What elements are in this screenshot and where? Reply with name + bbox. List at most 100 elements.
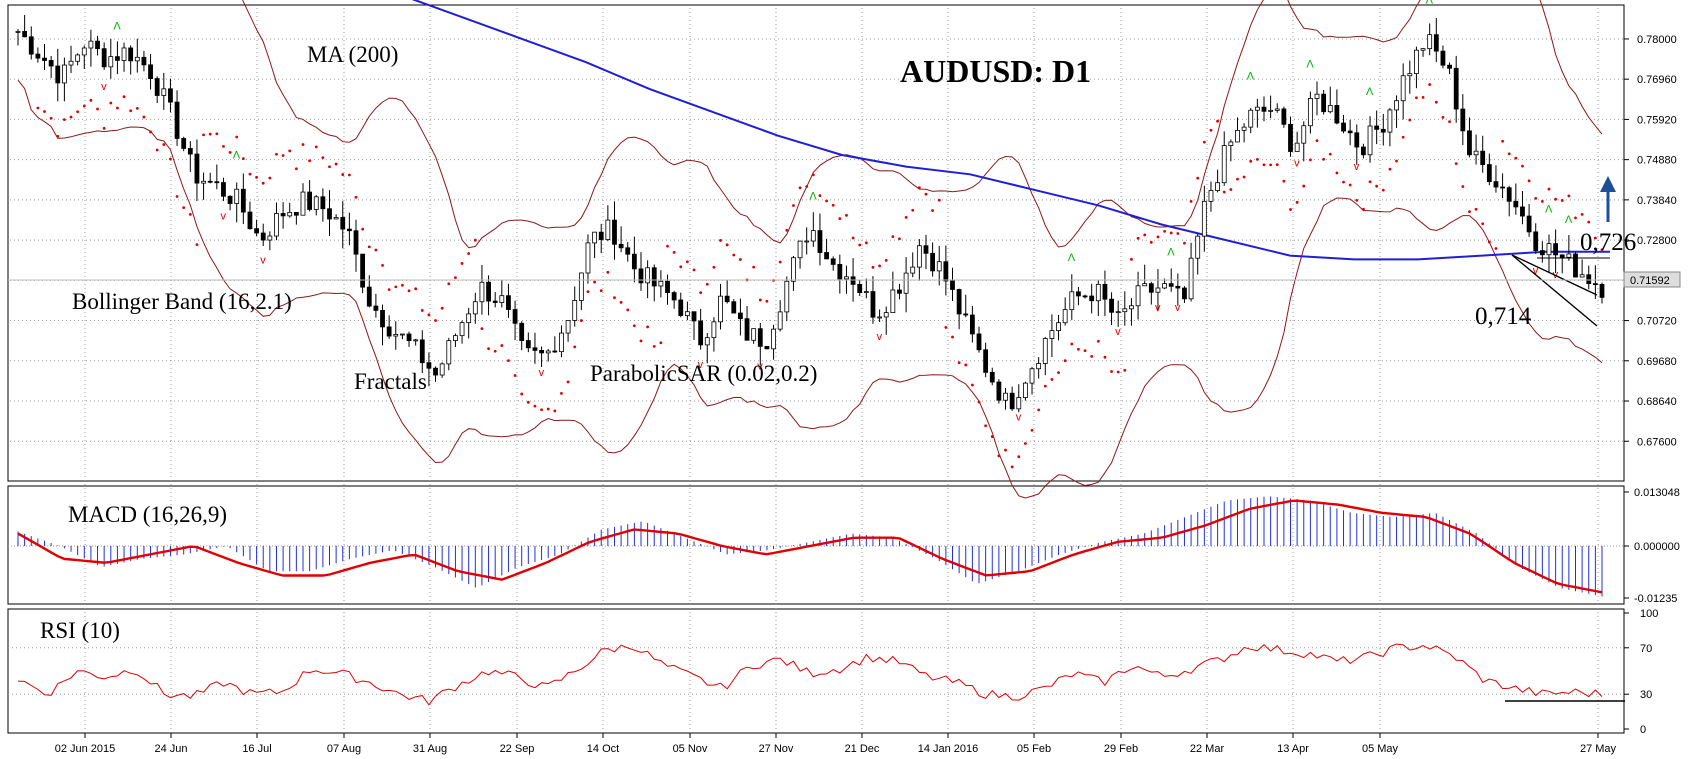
candle-body bbox=[393, 334, 399, 337]
candle-body bbox=[1380, 128, 1386, 133]
sar-dot bbox=[116, 106, 119, 110]
sar-dot bbox=[1302, 184, 1306, 188]
sar-dot bbox=[957, 361, 961, 365]
sar-dot bbox=[970, 383, 974, 387]
candle-body bbox=[691, 311, 697, 322]
sar-dot bbox=[1328, 152, 1332, 156]
candle-body bbox=[545, 350, 551, 354]
candle-body bbox=[194, 153, 200, 184]
sar-dot bbox=[619, 300, 623, 304]
rsi-label: RSI (10) bbox=[40, 618, 120, 643]
date-tick-label: 29 Feb bbox=[1104, 743, 1138, 755]
sar-dot bbox=[122, 95, 126, 99]
sar-dot bbox=[1315, 139, 1319, 142]
fractal-down: v bbox=[101, 81, 107, 93]
candle-body bbox=[1254, 106, 1260, 111]
rsi-tick-label: 0 bbox=[1640, 724, 1646, 736]
candle-body bbox=[380, 309, 385, 328]
sar-dot bbox=[175, 195, 179, 198]
sar-dot bbox=[381, 264, 384, 267]
sar-dot bbox=[361, 227, 365, 231]
sar-dot bbox=[1574, 216, 1577, 220]
candle-body bbox=[499, 295, 505, 303]
sar-dot bbox=[414, 287, 418, 291]
candle-body bbox=[1221, 145, 1227, 184]
sar-dot bbox=[758, 298, 762, 302]
candle-body bbox=[631, 253, 637, 270]
candle-body bbox=[1069, 291, 1075, 311]
rsi-tick-label: 100 bbox=[1640, 608, 1658, 620]
sar-dot bbox=[984, 424, 988, 428]
candle-body bbox=[817, 230, 823, 253]
sar-dot bbox=[1030, 428, 1034, 432]
sar-dot bbox=[467, 252, 471, 255]
sar-dot bbox=[1434, 100, 1438, 104]
candle-body bbox=[1268, 109, 1274, 112]
sar-dot bbox=[447, 282, 451, 286]
candle-body bbox=[578, 272, 584, 301]
candle-body bbox=[797, 240, 803, 259]
candle-body bbox=[1334, 105, 1340, 124]
sar-dot bbox=[1295, 200, 1299, 204]
candle-body bbox=[718, 295, 723, 323]
macd-axis: 0.013048 0.000000 -0.01235 bbox=[1624, 487, 1680, 605]
candle-body bbox=[1367, 125, 1373, 156]
macd-label: MACD (16,26,9) bbox=[68, 502, 227, 527]
candle-body bbox=[161, 88, 167, 96]
candle-body bbox=[453, 335, 458, 342]
sar-dot bbox=[712, 265, 716, 269]
sar-dot bbox=[208, 132, 212, 136]
sar-dot bbox=[1196, 176, 1200, 180]
sar-dot bbox=[241, 157, 245, 161]
rsi-panel-frame bbox=[7, 608, 1625, 734]
candle-body bbox=[791, 257, 796, 282]
sar-dot bbox=[1554, 197, 1558, 201]
candle-body bbox=[28, 36, 34, 55]
date-tick-label: 14 Oct bbox=[587, 743, 619, 755]
candle-body bbox=[459, 322, 465, 337]
candle-body bbox=[260, 232, 266, 241]
sar-dot bbox=[1236, 177, 1239, 181]
candle-body bbox=[1460, 108, 1466, 132]
candle-body bbox=[1162, 283, 1167, 289]
sar-dot bbox=[500, 344, 504, 347]
price-panel-frame bbox=[7, 4, 1625, 482]
sar-dot bbox=[685, 260, 689, 264]
sar-dot bbox=[182, 206, 186, 210]
sar-dot bbox=[1255, 157, 1259, 161]
candle-body bbox=[240, 188, 246, 213]
candle-body bbox=[187, 148, 193, 155]
trendline-upper bbox=[1511, 254, 1598, 296]
sar-dot bbox=[1567, 194, 1571, 198]
sar-dot bbox=[679, 265, 683, 269]
candle-body bbox=[148, 64, 153, 79]
sar-dot bbox=[639, 339, 643, 343]
candle-body bbox=[665, 280, 670, 293]
sar-dot bbox=[235, 135, 239, 139]
macd-panel-frame bbox=[7, 485, 1625, 605]
sar-dot bbox=[1454, 162, 1458, 165]
sar-dot bbox=[102, 126, 106, 130]
rsi-tick-label: 30 bbox=[1640, 689, 1652, 701]
fractal-up: Λ bbox=[1247, 70, 1255, 82]
sar-dot bbox=[871, 265, 875, 269]
sar-dot bbox=[420, 309, 424, 312]
candle-body bbox=[996, 381, 1002, 401]
sar-dot bbox=[964, 363, 968, 367]
candle-body bbox=[433, 367, 438, 376]
sar-dot bbox=[255, 175, 258, 179]
sar-dot bbox=[1487, 240, 1491, 244]
candle-body bbox=[704, 337, 710, 346]
candle-body bbox=[1228, 141, 1234, 146]
sar-dot bbox=[632, 324, 636, 328]
candle-body bbox=[1500, 186, 1505, 189]
sar-dot bbox=[831, 203, 835, 207]
candle-body bbox=[883, 312, 889, 318]
fractal-down: v bbox=[1115, 326, 1121, 338]
sar-dot bbox=[931, 209, 935, 212]
sar-dot bbox=[798, 186, 802, 190]
bollinger-lower bbox=[17, 79, 1603, 499]
candle-body bbox=[744, 318, 750, 341]
sar-dot bbox=[169, 157, 172, 161]
sar-dot bbox=[990, 435, 994, 438]
